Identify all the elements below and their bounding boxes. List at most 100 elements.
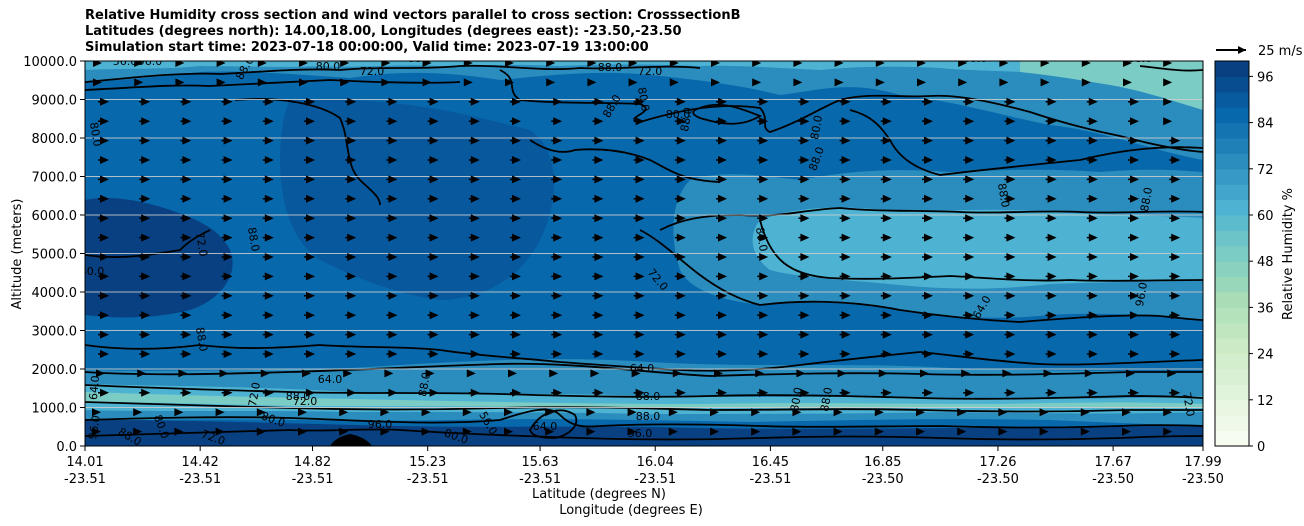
wind-vector-arrow <box>182 117 192 126</box>
wind-vector-arrow <box>553 136 563 145</box>
wind-vector-arrow <box>1088 311 1098 320</box>
wind-vector-arrow <box>306 388 315 397</box>
wind-vector-arrow <box>792 408 802 417</box>
wind-vector-arrow <box>924 156 933 164</box>
wind-vector-arrow <box>841 214 851 223</box>
wind-vector-arrow <box>882 311 892 320</box>
wind-vector-arrow <box>512 136 521 145</box>
wind-vector-arrow <box>1130 311 1139 320</box>
y-tick-label: 3000.0 <box>32 325 78 340</box>
wind-vector-arrow <box>1088 97 1098 106</box>
wind-vector-arrow <box>718 117 727 126</box>
y-tick-label: 4000.0 <box>32 286 78 301</box>
wind-vector-arrow <box>1171 136 1181 145</box>
wind-vector-arrow <box>882 214 892 223</box>
wind-vector-arrow <box>1163 408 1173 417</box>
wind-vector-arrow <box>512 330 521 339</box>
contour-line-7 <box>529 139 721 183</box>
wind-vector-arrow <box>1130 253 1139 261</box>
wind-vector-arrow <box>635 175 645 184</box>
wind-vector-arrow <box>631 369 641 378</box>
wind-vector-arrow <box>264 194 274 203</box>
wind-vector-arrow <box>1130 136 1139 145</box>
wind-vector-arrow <box>628 61 638 67</box>
x-tick-label-lon: -23.51 <box>64 472 106 487</box>
wind-vector-arrow <box>260 369 270 378</box>
wind-vector-arrow <box>553 156 563 164</box>
wind-vector-arrow <box>306 253 315 261</box>
wind-vector-arrow <box>1006 388 1016 397</box>
wind-vector-arrow <box>1204 98 1213 106</box>
x-tick-label-lat: 14.01 <box>66 455 103 470</box>
wind-vector-arrow <box>635 311 645 320</box>
wind-vector-arrow <box>841 97 851 106</box>
wind-vector-arrow <box>759 97 769 106</box>
wind-vector-arrow <box>182 330 192 339</box>
wind-vector-arrow <box>800 194 810 203</box>
wind-vector-arrow <box>1122 427 1131 436</box>
wind-vector-arrow <box>1171 311 1181 320</box>
wind-vector-arrow <box>182 194 192 203</box>
wind-vector-arrow <box>594 233 604 242</box>
wind-vector-arrow <box>668 427 678 436</box>
wind-vector-arrow <box>1006 194 1016 203</box>
wind-vector-arrow <box>182 136 192 145</box>
wind-vector-arrow <box>553 253 563 261</box>
wind-vector-arrow <box>718 156 727 164</box>
contour-label: 80.0 <box>808 114 825 140</box>
wind-vector-arrow <box>100 156 109 164</box>
wind-vector-arrow <box>175 78 185 87</box>
wind-vector-arrow <box>470 311 480 320</box>
wind-vector-arrow <box>635 136 645 145</box>
contour-label: 72.0 <box>1180 391 1197 417</box>
wind-vector-arrow <box>388 350 398 358</box>
y-tick-label: 7000.0 <box>32 171 78 186</box>
wind-vector-arrow <box>792 427 802 436</box>
wind-vector-arrow <box>1171 233 1181 242</box>
wind-vector-arrow <box>306 136 315 145</box>
wind-vector-arrow <box>1080 408 1090 417</box>
contour-label: 72.0 <box>246 381 263 407</box>
wind-vector-arrow <box>676 214 686 223</box>
wind-vector-arrow <box>1130 233 1139 242</box>
colorbar-segment <box>1215 307 1249 324</box>
wind-vector-arrow <box>759 311 769 320</box>
wind-vector-arrow <box>965 253 975 261</box>
wind-vector-arrow <box>141 175 151 184</box>
wind-vector-arrow <box>381 78 391 87</box>
x-tick-label-lat: 17.67 <box>1095 455 1132 470</box>
wind-vector-arrow <box>800 156 810 164</box>
wind-vector-arrow <box>306 117 315 126</box>
wind-vector-arrow <box>470 291 480 300</box>
wind-vector-arrow <box>718 214 727 223</box>
wind-vector-arrow <box>587 61 597 67</box>
colorbar-segment <box>1215 153 1249 170</box>
wind-vector-arrow <box>752 78 762 87</box>
wind-vector-arrow <box>635 350 645 358</box>
contour-label: 88.0 <box>416 371 433 397</box>
wind-vector-arrow <box>429 291 439 300</box>
wind-vector-arrow <box>1047 117 1057 126</box>
wind-vector-arrow <box>711 61 720 67</box>
wind-vector-arrow <box>1081 61 1091 67</box>
wind-vector-arrow <box>1163 427 1173 436</box>
wind-vector-arrow <box>100 233 109 242</box>
wind-vector-arrow <box>1204 59 1213 67</box>
contour-line-2 <box>85 79 461 91</box>
contour-label: 88.0 <box>1138 186 1155 212</box>
wind-vector-arrow <box>924 350 933 358</box>
wind-vector-arrow <box>1204 428 1213 436</box>
wind-vector-arrow <box>1088 350 1098 358</box>
wind-vector-arrow <box>264 233 274 242</box>
wind-vector-arrow <box>1006 136 1016 145</box>
colorbar-segment <box>1215 399 1249 416</box>
wind-vectors <box>92 59 1213 436</box>
wind-vector-arrow <box>470 350 480 358</box>
wind-vector-arrow <box>219 369 229 378</box>
wind-vector-arrow <box>429 350 439 358</box>
wind-vector-arrow <box>882 97 892 106</box>
wind-vector-arrow <box>1081 78 1091 87</box>
wind-vector-arrow <box>429 233 439 242</box>
wind-vector-arrow <box>759 175 769 184</box>
wind-vector-arrow <box>429 253 439 261</box>
